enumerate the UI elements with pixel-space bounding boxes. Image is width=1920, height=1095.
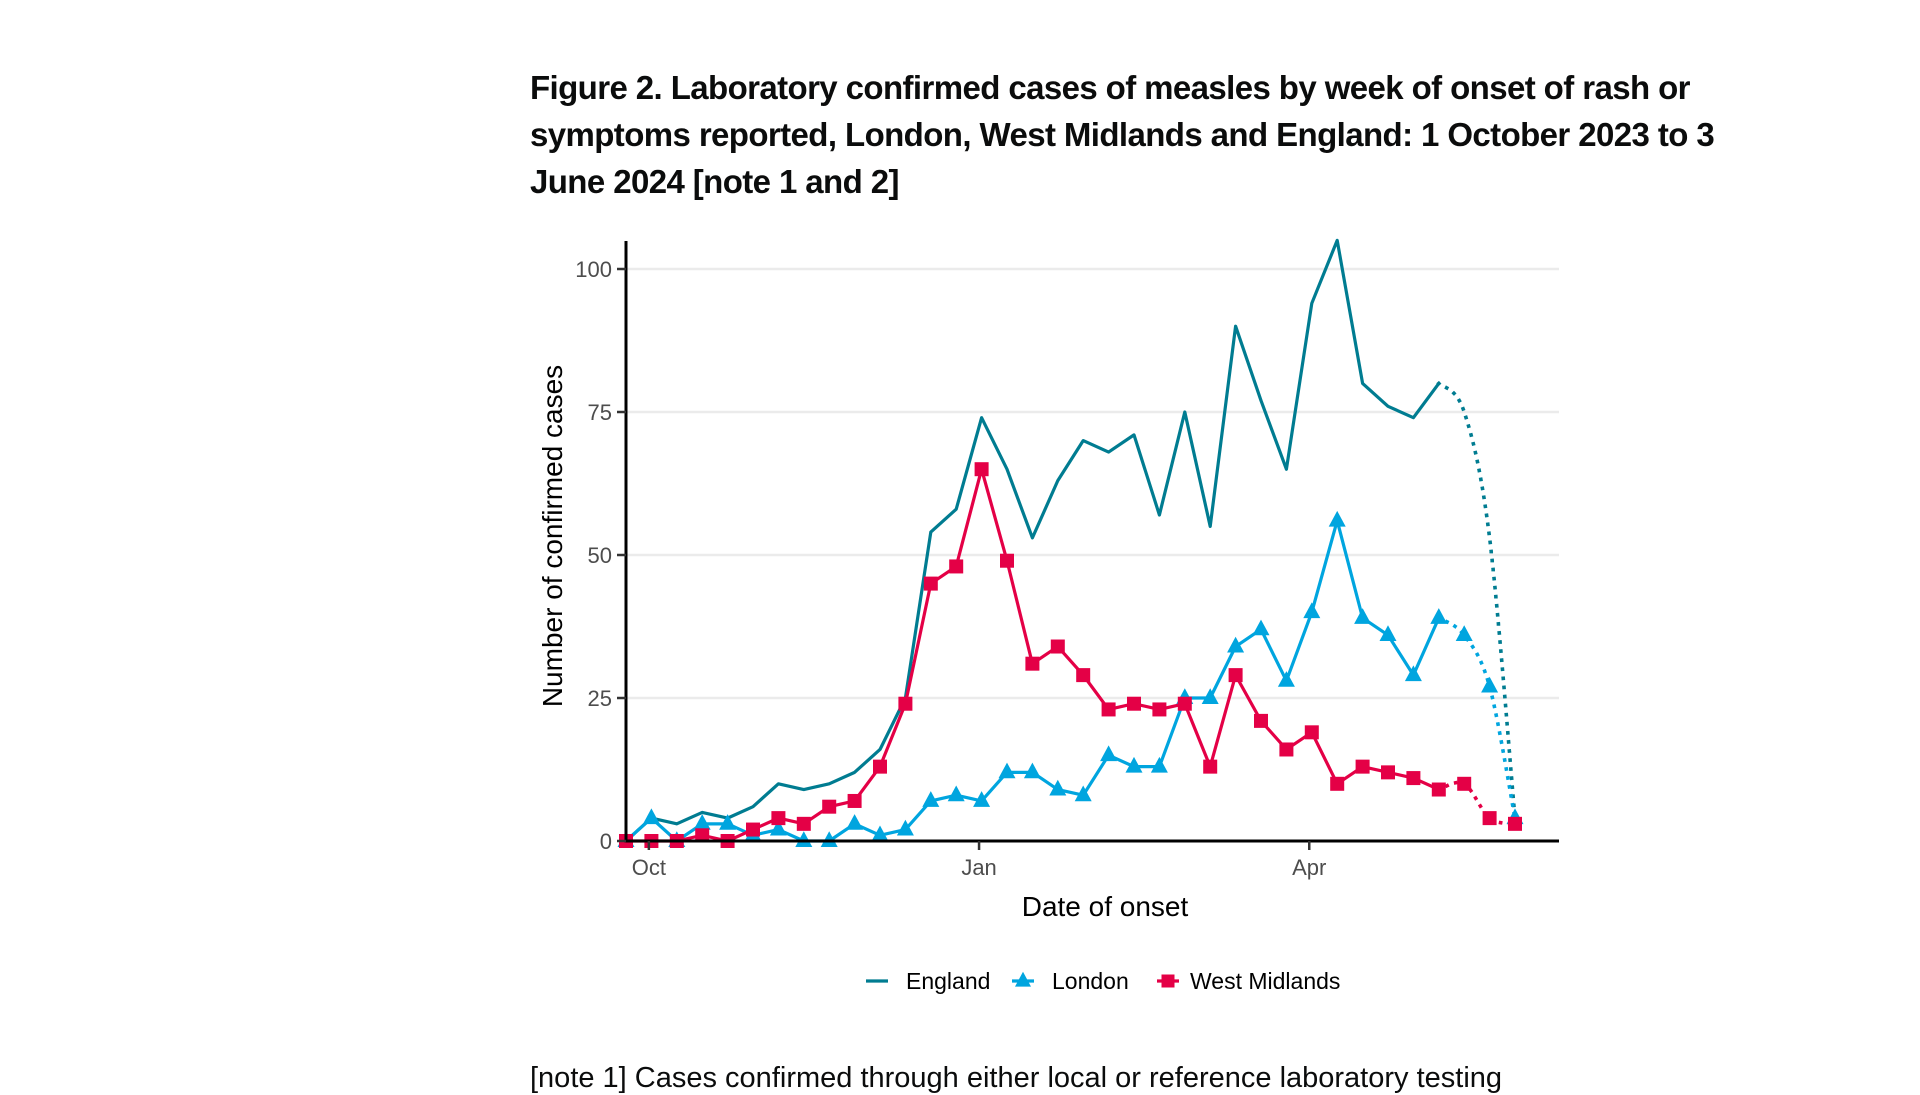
legend-label-west-midlands: West Midlands	[1190, 968, 1340, 994]
london-point	[1100, 745, 1118, 762]
london-line-confirmed	[624, 519, 1441, 843]
london-point	[1201, 688, 1219, 704]
west-midlands-point	[822, 799, 837, 814]
west-midlands-point	[1000, 553, 1014, 568]
y-tick-label: 25	[588, 686, 612, 711]
legend-label-london: London	[1052, 968, 1129, 994]
series-london	[617, 510, 1524, 847]
west-midlands-point	[949, 559, 964, 574]
west-midlands-point	[746, 822, 760, 837]
y-ticks: 0 25 50 75 100	[575, 257, 626, 854]
west-midlands-point	[1330, 776, 1345, 791]
west-midlands-point	[771, 811, 786, 826]
y-tick-label: 75	[588, 400, 612, 425]
y-tick-label: 50	[588, 543, 612, 568]
gridlines	[626, 267, 1559, 843]
london-point	[947, 785, 965, 802]
london-point	[1481, 676, 1499, 693]
west-midlands-point	[1254, 713, 1268, 728]
legend-item-west-midlands: West Midlands	[1157, 968, 1340, 994]
y-axis-title: Number of confirmed cases	[537, 365, 568, 707]
x-tick-label: Oct	[632, 855, 666, 880]
west-midlands-point	[1203, 759, 1218, 774]
london-point	[693, 814, 711, 830]
x-ticks: Oct Jan Apr	[632, 841, 1326, 880]
london-point	[871, 825, 889, 842]
london-point	[1277, 671, 1295, 687]
west-midlands-point	[898, 696, 913, 711]
england-line-provisional	[1436, 380, 1517, 821]
london-line-provisional	[1436, 615, 1518, 821]
legend-item-england: England	[866, 968, 990, 994]
west-midlands-point	[1431, 782, 1446, 797]
series-layer	[617, 238, 1524, 848]
legend-triangle-icon	[1015, 971, 1031, 987]
x-tick-label: Jan	[961, 855, 996, 880]
y-tick-label: 0	[600, 829, 612, 854]
west-midlands-point	[1177, 696, 1192, 711]
london-point	[846, 814, 864, 830]
west-midlands-point	[1482, 811, 1497, 826]
legend-label-england: England	[906, 968, 990, 994]
london-point	[642, 808, 660, 825]
london-point	[1074, 785, 1092, 802]
london-point	[1125, 756, 1143, 773]
west-midlands-point	[796, 816, 811, 831]
london-point	[1430, 608, 1448, 624]
legend: England London West Midlands	[866, 968, 1340, 994]
west-midlands-point	[974, 462, 989, 477]
london-point	[795, 831, 813, 847]
london-point	[1404, 665, 1422, 682]
west-midlands-point	[695, 828, 710, 843]
figure-title: Figure 2. Laboratory confirmed cases of …	[530, 69, 1715, 200]
london-point	[1328, 510, 1346, 527]
west-midlands-point	[1076, 668, 1091, 683]
x-axis-title: Date of onset	[1022, 891, 1189, 922]
west-midlands-point	[1355, 759, 1370, 774]
london-point	[1049, 779, 1067, 796]
west-midlands-point	[1101, 702, 1116, 717]
london-point	[1379, 625, 1397, 642]
series-west-midlands	[619, 462, 1522, 848]
y-tick-label: 100	[575, 257, 612, 282]
legend-item-london: London	[1012, 968, 1129, 994]
west-midlands-point	[847, 793, 862, 808]
west-midlands-point	[1152, 702, 1167, 717]
west-midlands-point	[873, 759, 887, 774]
london-point	[1303, 602, 1321, 619]
west-midlands-line-confirmed	[626, 467, 1440, 843]
london-point	[1023, 762, 1041, 779]
london-point	[1455, 625, 1473, 642]
west-midlands-point	[1127, 696, 1141, 711]
west-midlands-point	[1304, 725, 1319, 740]
west-midlands-point	[1406, 771, 1421, 786]
london-point	[1354, 608, 1372, 624]
x-tick-label: Apr	[1292, 855, 1326, 880]
london-point	[896, 819, 914, 836]
west-midlands-point	[1228, 668, 1243, 683]
england-line-confirmed	[624, 238, 1441, 843]
london-point	[1227, 636, 1245, 653]
london-point	[1252, 619, 1270, 636]
west-midlands-point	[1025, 656, 1040, 671]
london-point	[922, 791, 940, 807]
axes	[624, 241, 1559, 843]
london-point	[998, 762, 1016, 779]
series-england	[624, 238, 1517, 843]
west-midlands-point	[1508, 816, 1522, 831]
west-midlands-point	[1457, 776, 1472, 791]
london-point	[719, 814, 737, 830]
london-point	[769, 819, 787, 836]
west-midlands-point	[1050, 639, 1065, 654]
note-1-text: [note 1] Cases confirmed through either …	[530, 1062, 1503, 1094]
west-midlands-point	[1381, 765, 1395, 780]
legend-square-icon	[1161, 974, 1175, 988]
london-point	[1150, 756, 1168, 773]
london-point	[820, 831, 838, 847]
west-midlands-point	[1279, 742, 1294, 757]
west-midlands-point	[923, 576, 938, 591]
west-midlands-line-provisional	[1436, 780, 1518, 826]
london-point	[973, 791, 991, 807]
